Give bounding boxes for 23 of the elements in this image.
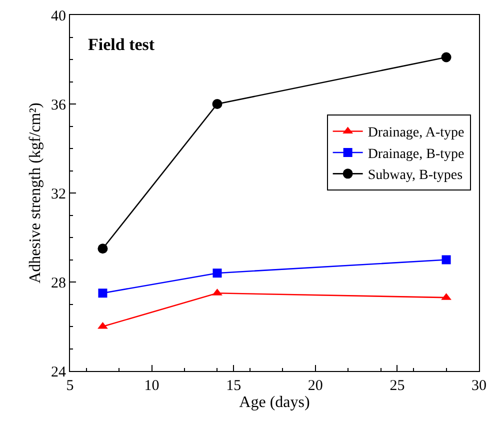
y-axis-title: Adhesive strength (kgf/cm²) xyxy=(26,102,44,284)
y-tick-label: 36 xyxy=(51,97,66,114)
x-tick-label: 30 xyxy=(472,378,486,394)
point xyxy=(442,255,451,264)
legend-label: Subway, B-types xyxy=(368,168,463,184)
x-tick-label: 15 xyxy=(226,378,242,394)
annotation: Field test xyxy=(88,35,155,54)
point xyxy=(98,288,108,298)
legend-label: Drainage, A-type xyxy=(368,126,464,141)
point xyxy=(212,99,222,109)
x-tick-label: 25 xyxy=(390,378,405,394)
y-tick-label: 32 xyxy=(51,186,66,202)
x-tick-label: 10 xyxy=(144,378,160,394)
x-tick-label: 5 xyxy=(66,378,74,394)
legend-label: Drainage, B-type xyxy=(368,146,464,162)
y-tick-label: 40 xyxy=(51,8,66,24)
x-tick-label: 20 xyxy=(308,378,323,394)
y-tick-label: 24 xyxy=(51,364,66,380)
point xyxy=(441,52,452,62)
x-axis-title: Age (days) xyxy=(239,394,310,411)
y-tick-label: 28 xyxy=(51,275,66,292)
point xyxy=(212,268,222,278)
point xyxy=(98,244,108,254)
